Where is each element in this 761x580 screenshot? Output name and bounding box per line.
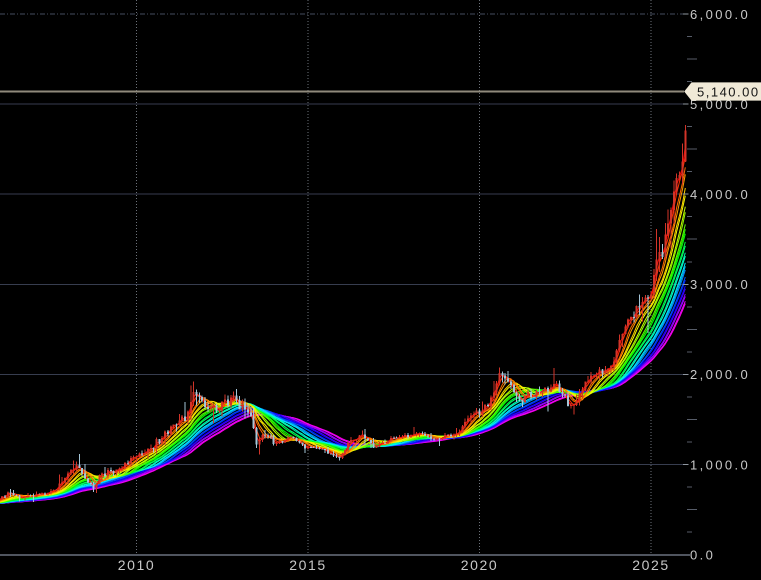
svg-text:1,000.0: 1,000.0 [690,457,750,472]
svg-text:2010: 2010 [118,557,156,573]
svg-text:3,000.0: 3,000.0 [690,277,750,292]
svg-text:4,000.0: 4,000.0 [690,187,750,202]
svg-text:0.0: 0.0 [690,547,715,562]
svg-text:2,000.0: 2,000.0 [690,367,750,382]
svg-text:6,000.0: 6,000.0 [690,7,750,22]
svg-text:2015: 2015 [289,557,327,573]
svg-text:5,000.0: 5,000.0 [690,97,750,112]
svg-text:2020: 2020 [461,557,499,573]
svg-text:2025: 2025 [632,557,670,573]
svg-text:5,140.00: 5,140.00 [697,84,760,99]
